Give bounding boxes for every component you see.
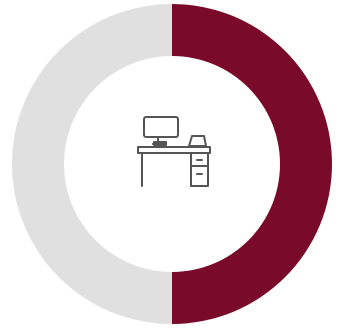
donut-slice-remainder — [12, 4, 172, 324]
donut-slice-highlight — [172, 4, 332, 324]
office-desk-computer-icon — [137, 116, 211, 187]
